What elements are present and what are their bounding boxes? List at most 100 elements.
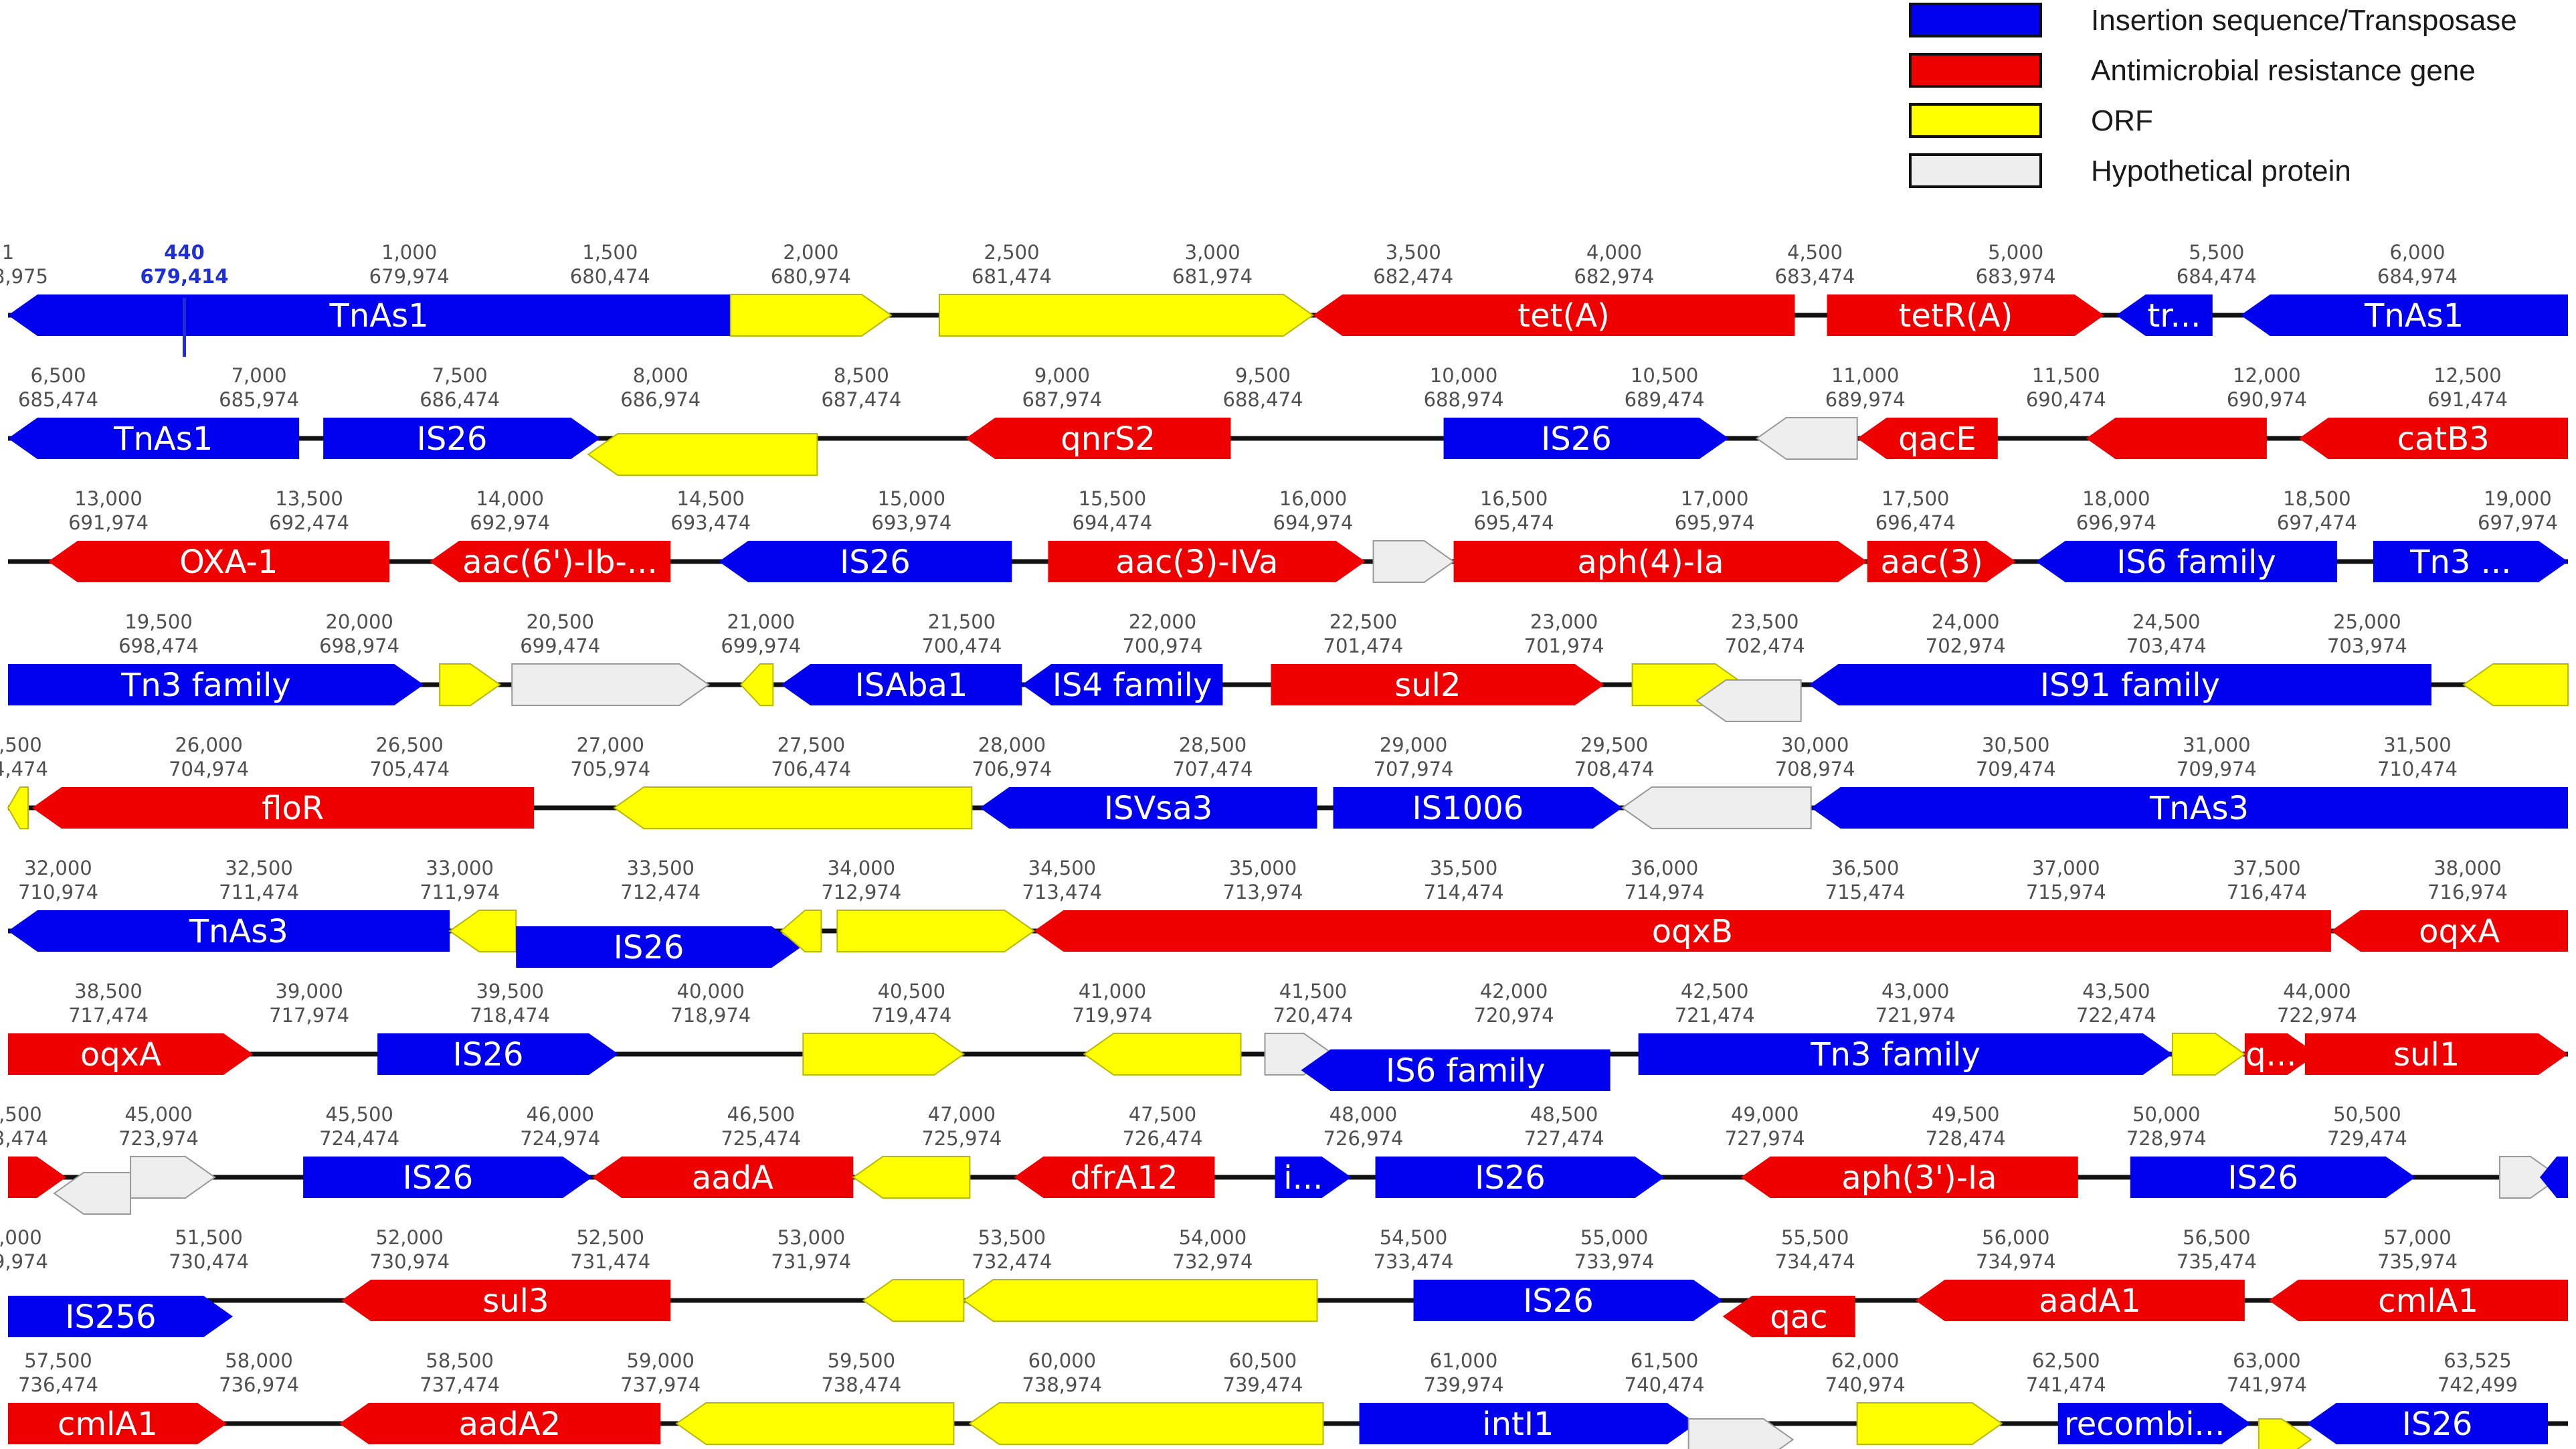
gene-arrow-is[interactable] [2373, 541, 2568, 582]
gene-arrow-hyp[interactable] [1687, 1418, 1795, 1449]
gene-arrow-amr[interactable] [1313, 294, 1795, 336]
gene-arrow-amr[interactable] [1867, 541, 2016, 582]
gene-arrow-hyp[interactable] [1372, 540, 1455, 583]
tick-coordinate: 742,499 [2437, 1373, 2518, 1396]
gene-arrow-amr[interactable] [1857, 418, 1998, 459]
gene-arrow-is[interactable] [781, 664, 1022, 705]
gene-arrow-amr[interactable] [965, 418, 1231, 459]
tick-coordinate: 694,474 [1072, 511, 1152, 534]
gene-arrow-orf[interactable] [613, 786, 973, 829]
gene-arrow-amr[interactable] [1453, 541, 1867, 582]
tick-position: 42,000 [1480, 980, 1548, 1003]
gene-arrow-hyp[interactable] [130, 1156, 216, 1199]
gene-arrow-orf[interactable] [1083, 1033, 1242, 1076]
gene-arrow-is[interactable] [8, 664, 424, 705]
gene-arrow-is[interactable] [1359, 1403, 1697, 1444]
gene-arrow-amr[interactable] [1722, 1296, 1855, 1337]
gene-arrow-hyp[interactable] [2498, 1156, 2561, 1199]
gene-arrow-amr[interactable] [1915, 1280, 2245, 1321]
gene-arrow-orf[interactable] [7, 786, 29, 829]
gene-arrow-amr[interactable] [1271, 664, 1604, 705]
gene-arrow-hyp[interactable] [1695, 679, 1802, 722]
gene-arrow-is[interactable] [1275, 1157, 1352, 1198]
gene-arrow-amr[interactable] [592, 1157, 854, 1198]
gene-arrow-is[interactable] [2240, 294, 2568, 336]
gene-arrow-hyp[interactable] [1621, 786, 1812, 829]
gene-arrow-amr[interactable] [1014, 1157, 1215, 1198]
gene-label: IS256 [65, 1298, 156, 1336]
gene-arrow-is[interactable] [2539, 1157, 2568, 1198]
gene-arrow-is[interactable] [1022, 664, 1223, 705]
tick-coordinate: 692,474 [269, 511, 349, 534]
gene-arrow-amr[interactable] [339, 1403, 661, 1444]
gene-arrow-orf[interactable] [862, 1279, 965, 1322]
gene-arrow-is[interactable] [8, 910, 450, 952]
gene-arrow-orf[interactable] [448, 910, 517, 952]
gene-arrow-amr[interactable] [8, 1403, 227, 1444]
gene-arrow-amr[interactable] [1034, 910, 2331, 952]
gene-arrow-hyp[interactable] [53, 1172, 132, 1215]
gene-arrow-amr[interactable] [1740, 1157, 2078, 1198]
gene-arrow-orf[interactable] [2258, 1418, 2312, 1449]
gene-arrow-amr[interactable] [48, 541, 390, 582]
gene-arrow-is[interactable] [1638, 1033, 2173, 1075]
gene-arrow-orf[interactable] [779, 910, 822, 952]
gene-arrow-is[interactable] [1443, 418, 1729, 459]
gene-arrow-is[interactable] [1811, 787, 2568, 829]
gene-arrow-is[interactable] [980, 787, 1317, 829]
gene-arrow-hyp[interactable] [1755, 417, 1858, 460]
gene-arrow-is[interactable] [8, 294, 731, 336]
gene-arrow-amr[interactable] [2330, 910, 2568, 952]
gene-arrow-orf[interactable] [836, 910, 1036, 952]
gene-arrow-is[interactable] [303, 1157, 593, 1198]
gene-arrow-amr[interactable] [32, 787, 535, 829]
gene-arrow-is[interactable] [2306, 1403, 2548, 1444]
gene-arrow-is[interactable] [8, 1296, 234, 1337]
gene-arrow-amr[interactable] [2268, 1280, 2568, 1321]
gene-arrow-amr[interactable] [2304, 1033, 2568, 1075]
gene-arrow-orf[interactable] [962, 1279, 1318, 1322]
tick-position: 1 [2, 241, 14, 264]
gene-arrow-is[interactable] [2130, 1157, 2415, 1198]
gene-label: recombi... [2064, 1405, 2225, 1443]
gene-arrow-orf[interactable] [852, 1156, 971, 1199]
gene-arrow-is[interactable] [377, 1033, 619, 1075]
gene-arrow-hyp[interactable] [511, 663, 711, 706]
gene-arrow-is[interactable] [516, 926, 802, 968]
gene-arrow-amr[interactable] [2244, 1033, 2317, 1075]
gene-arrow-amr[interactable] [8, 1033, 254, 1075]
gene-arrow-is[interactable] [1301, 1049, 1611, 1091]
gene-arrow-is[interactable] [719, 541, 1012, 582]
gene-arrow-is[interactable] [8, 418, 300, 459]
gene-arrow-orf[interactable] [802, 1033, 965, 1076]
gene-arrow-orf[interactable] [439, 663, 501, 706]
gene-arrow-orf[interactable] [2462, 663, 2569, 706]
gene-arrow-amr[interactable] [1827, 294, 2104, 336]
gene-arrow-orf[interactable] [968, 1402, 1324, 1445]
gene-arrow-orf[interactable] [739, 663, 774, 706]
tick-coordinate: 693,474 [670, 511, 751, 534]
gene-arrow-amr[interactable] [2298, 418, 2568, 459]
gene-arrow-amr[interactable] [430, 541, 671, 582]
gene-arrow-orf[interactable] [1856, 1402, 2003, 1445]
gene-arrow-orf[interactable] [675, 1402, 955, 1445]
gene-arrow-amr[interactable] [2086, 418, 2267, 459]
gene-arrow-is[interactable] [1413, 1280, 1723, 1321]
gene-arrow-is[interactable] [2057, 1403, 2251, 1444]
gene-arrow-amr[interactable] [341, 1280, 671, 1321]
gene-arrow-is[interactable] [1333, 787, 1623, 829]
gene-arrow-amr[interactable] [1048, 541, 1366, 582]
gene-arrow-orf[interactable] [2171, 1033, 2246, 1076]
gene-arrow-orf[interactable] [729, 294, 893, 337]
gene-arrow-is[interactable] [1375, 1157, 1665, 1198]
gene-arrow-is[interactable] [323, 418, 601, 459]
gene-arrow-is[interactable] [2116, 294, 2213, 336]
gene-arrow-orf[interactable] [938, 294, 1314, 337]
gene-arrow-is[interactable] [2035, 541, 2337, 582]
gene-arrow-amr[interactable] [8, 1157, 67, 1198]
tick-position: 43,000 [1881, 980, 1949, 1003]
gene-arrow-orf[interactable] [587, 433, 818, 476]
tick-position: 28,000 [978, 734, 1046, 756]
gene-arrow-is[interactable] [1809, 664, 2431, 705]
